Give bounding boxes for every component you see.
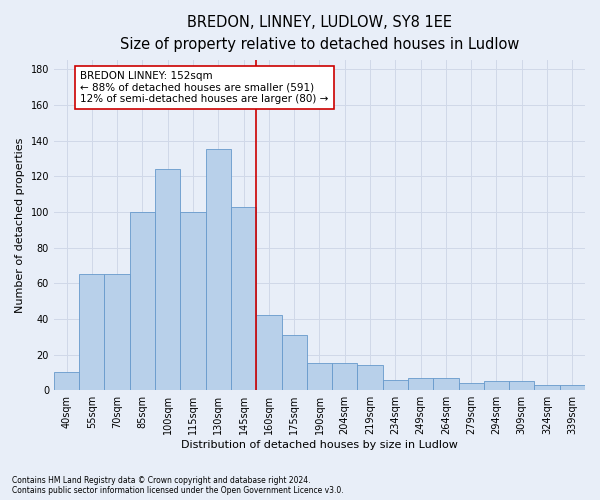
Bar — [181, 212, 206, 390]
Bar — [54, 372, 79, 390]
Bar — [231, 206, 256, 390]
Text: Contains public sector information licensed under the Open Government Licence v3: Contains public sector information licen… — [12, 486, 344, 495]
Bar — [281, 335, 307, 390]
Bar — [104, 274, 130, 390]
Title: BREDON, LINNEY, LUDLOW, SY8 1EE
Size of property relative to detached houses in : BREDON, LINNEY, LUDLOW, SY8 1EE Size of … — [120, 15, 519, 52]
Bar — [484, 382, 509, 390]
Bar — [206, 150, 231, 390]
Bar — [433, 378, 458, 390]
Bar — [358, 365, 383, 390]
Bar — [458, 383, 484, 390]
Bar — [383, 380, 408, 390]
Bar — [408, 378, 433, 390]
Bar — [560, 385, 585, 390]
Bar — [79, 274, 104, 390]
X-axis label: Distribution of detached houses by size in Ludlow: Distribution of detached houses by size … — [181, 440, 458, 450]
Bar — [332, 364, 358, 390]
Bar — [509, 382, 535, 390]
Y-axis label: Number of detached properties: Number of detached properties — [15, 138, 25, 313]
Bar — [130, 212, 155, 390]
Text: Contains HM Land Registry data © Crown copyright and database right 2024.: Contains HM Land Registry data © Crown c… — [12, 476, 311, 485]
Text: BREDON LINNEY: 152sqm
← 88% of detached houses are smaller (591)
12% of semi-det: BREDON LINNEY: 152sqm ← 88% of detached … — [80, 71, 329, 104]
Bar — [256, 316, 281, 390]
Bar — [307, 364, 332, 390]
Bar — [535, 385, 560, 390]
Bar — [155, 169, 181, 390]
